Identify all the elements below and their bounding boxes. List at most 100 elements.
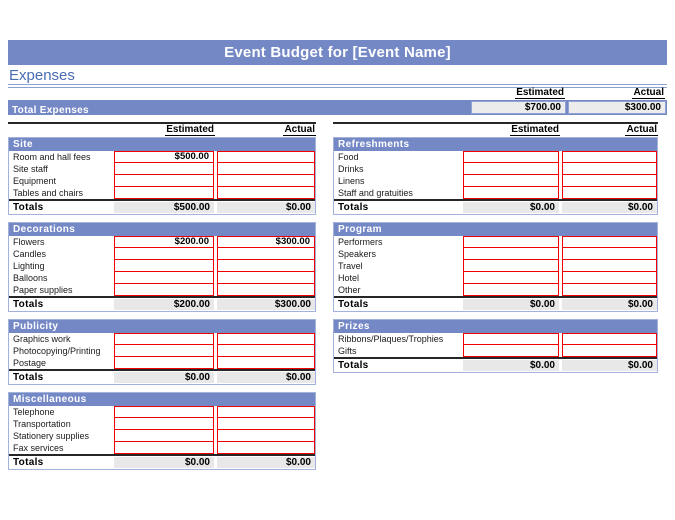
estimated-input-cell[interactable] bbox=[114, 345, 214, 357]
row-label: Linens bbox=[338, 176, 365, 186]
totals-label: Totals bbox=[13, 457, 44, 468]
actual-input-cell[interactable] bbox=[217, 272, 315, 284]
row-label: Candles bbox=[13, 249, 47, 259]
actual-input-cell[interactable] bbox=[562, 163, 657, 175]
totals-actual-value: $0.00 bbox=[562, 299, 657, 310]
totals-actual-value: $0.00 bbox=[562, 360, 657, 371]
budget-row: Equipment bbox=[9, 175, 315, 187]
estimated-input-cell[interactable] bbox=[114, 284, 214, 296]
budget-row: Linens bbox=[334, 175, 657, 187]
totals-estimated-value: $0.00 bbox=[114, 457, 214, 468]
actual-input-cell[interactable]: $300.00 bbox=[217, 236, 315, 248]
actual-input-cell[interactable] bbox=[562, 260, 657, 272]
actual-input-cell[interactable] bbox=[217, 175, 315, 187]
actual-input-cell[interactable] bbox=[217, 333, 315, 345]
actual-input-cell[interactable] bbox=[217, 151, 315, 163]
row-label: Performers bbox=[338, 237, 383, 247]
totals-estimated-value: $0.00 bbox=[463, 202, 559, 213]
actual-input-cell[interactable] bbox=[217, 442, 315, 454]
budget-row: Site staff bbox=[9, 163, 315, 175]
row-label: Ribbons/Plaques/Trophies bbox=[338, 334, 444, 344]
row-label: Other bbox=[338, 285, 361, 295]
actual-input-cell[interactable] bbox=[562, 284, 657, 296]
estimated-input-cell[interactable] bbox=[463, 175, 559, 187]
totals-label: Totals bbox=[13, 202, 44, 213]
budget-section: Refreshments Food Drinks Linens Staff an… bbox=[333, 137, 658, 215]
actual-input-cell[interactable] bbox=[562, 187, 657, 199]
actual-input-cell[interactable] bbox=[217, 406, 315, 418]
totals-estimated-value: $0.00 bbox=[114, 372, 214, 383]
row-label: Site staff bbox=[13, 164, 48, 174]
totals-actual-value: $0.00 bbox=[217, 372, 315, 383]
budget-section: Site Room and hall fees $500.00 Site sta… bbox=[8, 137, 316, 215]
budget-section: Program Performers Speakers Travel Hotel… bbox=[333, 222, 658, 312]
section-totals-row: Totals $500.00 $0.00 bbox=[9, 199, 315, 214]
estimated-input-cell[interactable] bbox=[114, 357, 214, 369]
estimated-input-cell[interactable] bbox=[463, 272, 559, 284]
actual-input-cell[interactable] bbox=[217, 284, 315, 296]
actual-input-cell[interactable] bbox=[562, 272, 657, 284]
actual-input-cell[interactable] bbox=[217, 163, 315, 175]
row-label: Transportation bbox=[13, 419, 71, 429]
estimated-input-cell[interactable] bbox=[463, 333, 559, 345]
actual-input-cell[interactable] bbox=[562, 175, 657, 187]
actual-input-cell[interactable] bbox=[562, 236, 657, 248]
budget-row: Drinks bbox=[334, 163, 657, 175]
section-header: Decorations bbox=[9, 223, 315, 236]
estimated-input-cell[interactable] bbox=[114, 442, 214, 454]
actual-input-cell[interactable] bbox=[217, 187, 315, 199]
estimated-input-cell[interactable] bbox=[114, 163, 214, 175]
actual-input-cell[interactable] bbox=[217, 430, 315, 442]
actual-input-cell[interactable] bbox=[217, 357, 315, 369]
estimated-input-cell[interactable] bbox=[463, 151, 559, 163]
budget-row: Performers bbox=[334, 236, 657, 248]
estimated-input-cell[interactable] bbox=[463, 345, 559, 357]
estimated-input-cell[interactable] bbox=[114, 333, 214, 345]
section-header: Program bbox=[334, 223, 657, 236]
estimated-input-cell[interactable] bbox=[114, 406, 214, 418]
budget-row: Room and hall fees $500.00 bbox=[9, 151, 315, 163]
estimated-input-cell[interactable] bbox=[114, 260, 214, 272]
estimated-input-cell[interactable] bbox=[114, 418, 214, 430]
totals-estimated-value: $0.00 bbox=[463, 299, 559, 310]
section-header: Prizes bbox=[334, 320, 657, 333]
estimated-input-cell[interactable] bbox=[463, 163, 559, 175]
budget-row: Graphics work bbox=[9, 333, 315, 345]
estimated-input-cell[interactable] bbox=[463, 284, 559, 296]
row-label: Lighting bbox=[13, 261, 45, 271]
row-label: Fax services bbox=[13, 443, 64, 453]
estimated-input-cell[interactable] bbox=[114, 272, 214, 284]
estimated-input-cell[interactable] bbox=[463, 187, 559, 199]
section-header: Publicity bbox=[9, 320, 315, 333]
estimated-input-cell[interactable] bbox=[463, 260, 559, 272]
totals-label: Totals bbox=[338, 299, 369, 310]
totals-actual-value: $0.00 bbox=[217, 457, 315, 468]
actual-input-cell[interactable] bbox=[562, 345, 657, 357]
estimated-input-cell[interactable]: $200.00 bbox=[114, 236, 214, 248]
actual-input-cell[interactable] bbox=[217, 248, 315, 260]
budget-row: Staff and gratuities bbox=[334, 187, 657, 199]
estimated-input-cell[interactable] bbox=[463, 236, 559, 248]
page-title: Event Budget for [Event Name] bbox=[8, 40, 667, 65]
estimated-input-cell[interactable] bbox=[463, 248, 559, 260]
section-totals-row: Totals $0.00 $0.00 bbox=[334, 199, 657, 214]
estimated-input-cell[interactable] bbox=[114, 175, 214, 187]
estimated-input-cell[interactable] bbox=[114, 430, 214, 442]
budget-row: Lighting bbox=[9, 260, 315, 272]
row-label: Postage bbox=[13, 358, 47, 368]
actual-input-cell[interactable] bbox=[217, 345, 315, 357]
grand-actual-header: Actual bbox=[632, 87, 665, 99]
actual-input-cell[interactable] bbox=[217, 260, 315, 272]
budget-row: Transportation bbox=[9, 418, 315, 430]
estimated-input-cell[interactable] bbox=[114, 248, 214, 260]
estimated-input-cell[interactable]: $500.00 bbox=[114, 151, 214, 163]
actual-input-cell[interactable] bbox=[217, 418, 315, 430]
estimated-input-cell[interactable] bbox=[114, 187, 214, 199]
actual-input-cell[interactable] bbox=[562, 333, 657, 345]
row-label: Flowers bbox=[13, 237, 45, 247]
actual-input-cell[interactable] bbox=[562, 151, 657, 163]
row-label: Stationery supplies bbox=[13, 431, 90, 441]
actual-input-cell[interactable] bbox=[562, 248, 657, 260]
grand-estimated-header: Estimated bbox=[515, 87, 565, 99]
